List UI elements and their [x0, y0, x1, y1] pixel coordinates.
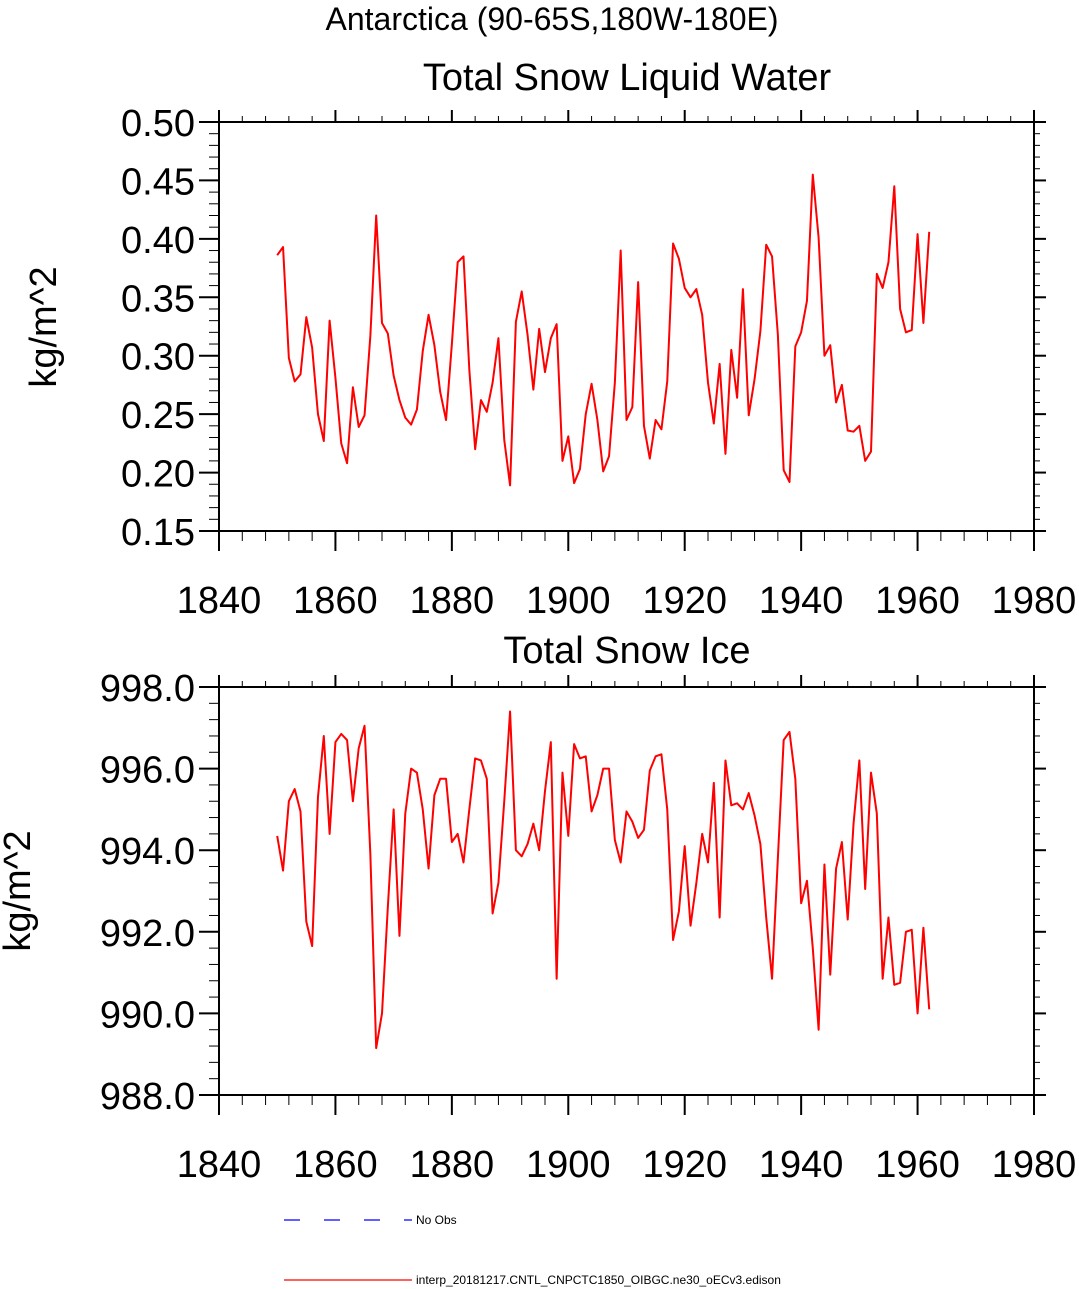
x-tick-label: 1920: [642, 1144, 727, 1186]
legend: No Obs interp_20181217.CNTL_CNPCTC1850_O…: [284, 1213, 781, 1287]
x-tick-label: 1900: [526, 1144, 611, 1186]
x-tick-label: 1860: [293, 580, 378, 622]
y-tick-label: 0.35: [121, 278, 195, 320]
legend-label-model: interp_20181217.CNTL_CNPCTC1850_OIBGC.ne…: [416, 1273, 781, 1287]
y-tick-label: 0.50: [121, 103, 195, 145]
y-tick-label: 0.30: [121, 337, 195, 379]
x-tick-label: 1880: [410, 580, 495, 622]
series-line: [276, 173, 931, 487]
y-tick-label: 0.25: [121, 395, 195, 437]
y-tick-label: 988.0: [100, 1076, 195, 1118]
y-tick-label: 0.45: [121, 161, 195, 203]
x-tick-label: 1960: [875, 580, 960, 622]
x-tick-label: 1840: [177, 580, 262, 622]
chart-liquid-water: Total Snow Liquid Water 1840 1860 1880 1900…: [23, 57, 1076, 622]
x-tick-label: 1840: [177, 1144, 262, 1186]
y-tick-label: 992.0: [100, 913, 195, 955]
x-tick-label: 1940: [759, 1144, 844, 1186]
plot-frame: [218, 121, 1035, 532]
figure-title: Antarctica (90-65S,180W-180E): [326, 1, 779, 37]
chart-title: Total Snow Ice: [503, 630, 750, 672]
series-line: [276, 710, 931, 1050]
legend-label-no-obs: No Obs: [416, 1213, 457, 1227]
y-tick-label: 0.40: [121, 220, 195, 262]
plot-frame: [218, 686, 1035, 1096]
x-tick-label: 1980: [992, 1144, 1077, 1186]
y-tick-label: 996.0: [100, 750, 195, 792]
x-tick-label: 1980: [992, 580, 1077, 622]
x-tick-label: 1860: [293, 1144, 378, 1186]
x-tick-label: 1900: [526, 580, 611, 622]
y-tick-label: 998.0: [100, 668, 195, 710]
x-tick-label: 1960: [875, 1144, 960, 1186]
x-tick-label: 1940: [759, 580, 844, 622]
x-tick-label: 1920: [642, 580, 727, 622]
y-tick-label: 990.0: [100, 994, 195, 1036]
x-tick-label: 1880: [410, 1144, 495, 1186]
y-axis-label: kg/m^2: [0, 830, 39, 951]
y-tick-label: 0.15: [121, 512, 195, 554]
y-axis-label: kg/m^2: [23, 266, 65, 387]
y-tick-label: 0.20: [121, 454, 195, 496]
chart-title: Total Snow Liquid Water: [423, 57, 832, 99]
y-tick-label: 994.0: [100, 831, 195, 873]
chart-snow-ice: Total Snow Ice 1840 1860 1880 1900 1920 1940 1…: [0, 630, 1076, 1186]
